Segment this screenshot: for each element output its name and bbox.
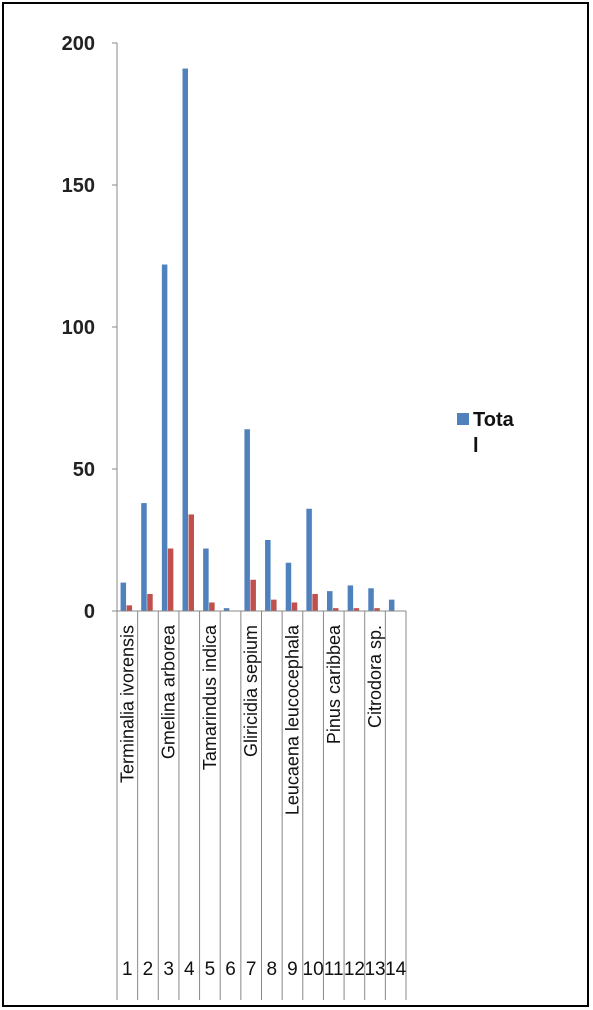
bar-series2-8 (271, 599, 277, 611)
x-tick-label: 10 (303, 959, 324, 980)
bar-total-12 (347, 585, 354, 611)
bar-series2-10 (312, 593, 318, 611)
bar-total-6 (223, 608, 230, 611)
x-tick-label: 13 (364, 959, 385, 980)
bar-total-5 (203, 548, 209, 611)
y-axis: 0 50 100 150 200 (62, 33, 118, 623)
bar-total-8 (265, 540, 271, 611)
bar-series2-5 (209, 602, 215, 611)
bar-series2-7 (250, 579, 256, 611)
x-tick-label: 11 (324, 959, 344, 980)
x-tick-label: 3 (163, 959, 174, 980)
x-tick-label: 1 (122, 959, 133, 980)
x-tick-label: 8 (267, 959, 278, 980)
bar-series2-13 (374, 608, 380, 611)
legend-label-wrap: l (473, 435, 479, 457)
bar-total-14 (388, 599, 395, 611)
x-category-name: Leucaena leucocephala (282, 624, 302, 815)
bar-total-7 (244, 429, 250, 611)
x-category-name: Gliricidia sepium (241, 625, 261, 757)
y-tick-label: 200 (62, 33, 95, 55)
y-tick-label: 50 (73, 459, 95, 481)
legend-label: Tota (473, 409, 515, 431)
y-tick-label: 0 (84, 601, 95, 623)
bar-series2-12 (353, 608, 360, 611)
bar-series2-4 (188, 514, 194, 611)
x-tick-label: 9 (287, 959, 298, 980)
x-category-name: Citrodora sp. (365, 625, 385, 728)
x-category-name: Pinus caribbea (324, 624, 344, 744)
legend-swatch-total (457, 413, 469, 425)
x-tick-label: 2 (143, 959, 154, 980)
bar-total-1 (120, 582, 127, 611)
bar-series2-11 (333, 608, 339, 611)
bar-series2-3 (167, 548, 174, 611)
x-tick-label: 4 (184, 959, 195, 980)
x-tick-label: 5 (205, 959, 216, 980)
bar-series2-9 (291, 602, 298, 611)
x-tick-label: 12 (344, 959, 365, 980)
x-tick-label: 6 (225, 959, 236, 980)
bar-total-13 (368, 588, 374, 611)
bar-total-2 (141, 503, 147, 611)
x-category-name: Tamarindus indica (200, 624, 220, 770)
x-category-name: Gmelina arborea (159, 624, 179, 759)
y-tick-label: 100 (62, 317, 95, 339)
bar-total-9 (285, 562, 292, 611)
bars (120, 68, 395, 611)
legend: Tota l (457, 409, 515, 457)
bar-total-11 (327, 591, 333, 611)
x-category-name: Terminalia ivorensis (117, 625, 137, 783)
x-tick-label: 14 (385, 959, 407, 980)
bar-total-3 (161, 264, 168, 611)
bar-total-10 (306, 508, 312, 611)
bar-series2-1 (126, 605, 133, 611)
bar-series2-2 (147, 593, 153, 611)
y-tick-label: 150 (62, 175, 95, 197)
x-tick-label: 7 (246, 959, 257, 980)
bar-total-4 (182, 68, 188, 611)
